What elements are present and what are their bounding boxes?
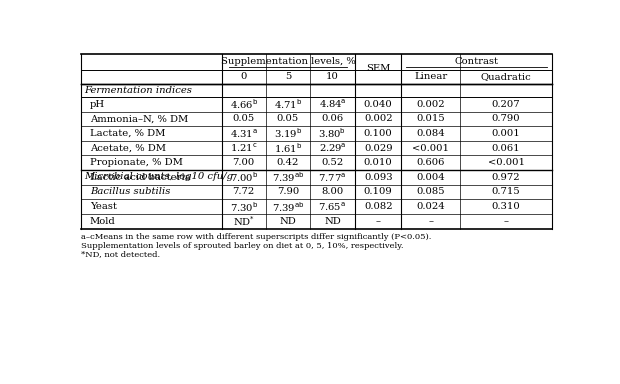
Text: 0: 0 bbox=[241, 72, 247, 81]
Text: 7.90: 7.90 bbox=[277, 187, 299, 197]
Text: a–cMeans in the same row with different superscripts differ significantly (P<0.0: a–cMeans in the same row with different … bbox=[81, 233, 431, 241]
Text: Linear: Linear bbox=[414, 72, 448, 81]
Text: 0.040: 0.040 bbox=[364, 100, 392, 109]
Text: 0.109: 0.109 bbox=[364, 187, 392, 197]
Text: 0.085: 0.085 bbox=[417, 187, 445, 197]
Text: 0.100: 0.100 bbox=[364, 129, 392, 138]
Text: Supplementation levels of sprouted barley on diet at 0, 5, 10%, respectively.: Supplementation levels of sprouted barle… bbox=[81, 242, 403, 250]
Text: 2.29$^{\mathrm{a}}$: 2.29$^{\mathrm{a}}$ bbox=[319, 142, 347, 154]
Text: 8.00: 8.00 bbox=[321, 187, 343, 197]
Text: ND: ND bbox=[280, 217, 296, 226]
Text: 0.084: 0.084 bbox=[417, 129, 445, 138]
Text: ND: ND bbox=[324, 217, 341, 226]
Text: 4.71$^{\mathrm{b}}$: 4.71$^{\mathrm{b}}$ bbox=[273, 97, 302, 111]
Text: 0.310: 0.310 bbox=[492, 202, 520, 211]
Text: 10: 10 bbox=[326, 72, 339, 81]
Text: 7.65$^{\mathrm{a}}$: 7.65$^{\mathrm{a}}$ bbox=[319, 200, 347, 213]
Text: 3.80$^{\mathrm{b}}$: 3.80$^{\mathrm{b}}$ bbox=[319, 127, 347, 141]
Text: pH: pH bbox=[90, 100, 105, 109]
Text: 4.66$^{\mathrm{b}}$: 4.66$^{\mathrm{b}}$ bbox=[229, 97, 258, 111]
Text: Propionate, % DM: Propionate, % DM bbox=[90, 158, 183, 167]
Text: Quadratic: Quadratic bbox=[480, 72, 531, 81]
Text: Microbial counts, log10 cfu/g: Microbial counts, log10 cfu/g bbox=[84, 172, 232, 181]
Text: Supplementation levels, %: Supplementation levels, % bbox=[221, 57, 356, 66]
Text: 7.72: 7.72 bbox=[232, 187, 255, 197]
Text: 0.004: 0.004 bbox=[417, 173, 445, 182]
Text: Contrast: Contrast bbox=[454, 57, 498, 66]
Text: 0.06: 0.06 bbox=[321, 114, 343, 123]
Text: 0.024: 0.024 bbox=[417, 202, 445, 211]
Text: Fermentation indices: Fermentation indices bbox=[84, 86, 192, 95]
Text: *ND, not detected.: *ND, not detected. bbox=[81, 250, 160, 258]
Text: 7.39$^{\mathrm{ab}}$: 7.39$^{\mathrm{ab}}$ bbox=[272, 200, 304, 214]
Text: 7.30$^{\mathrm{b}}$: 7.30$^{\mathrm{b}}$ bbox=[229, 200, 258, 214]
Text: ND$^{\mathrm{*}}$: ND$^{\mathrm{*}}$ bbox=[232, 214, 255, 228]
Text: 7.77$^{\mathrm{a}}$: 7.77$^{\mathrm{a}}$ bbox=[319, 171, 347, 184]
Text: 0.029: 0.029 bbox=[364, 144, 392, 152]
Text: 5: 5 bbox=[285, 72, 291, 81]
Text: 0.093: 0.093 bbox=[364, 173, 392, 182]
Text: Mold: Mold bbox=[90, 217, 116, 226]
Text: 0.606: 0.606 bbox=[417, 158, 445, 167]
Text: 0.010: 0.010 bbox=[364, 158, 392, 167]
Text: 0.790: 0.790 bbox=[492, 114, 520, 123]
Text: Acetate, % DM: Acetate, % DM bbox=[90, 144, 166, 152]
Text: –: – bbox=[503, 217, 508, 226]
Text: 0.715: 0.715 bbox=[492, 187, 520, 197]
Text: 0.002: 0.002 bbox=[364, 114, 392, 123]
Text: 0.42: 0.42 bbox=[277, 158, 299, 167]
Text: Bacillus subtilis: Bacillus subtilis bbox=[90, 187, 170, 197]
Text: 0.05: 0.05 bbox=[232, 114, 255, 123]
Text: 7.00$^{\mathrm{b}}$: 7.00$^{\mathrm{b}}$ bbox=[229, 170, 258, 184]
Text: 7.39$^{\mathrm{ab}}$: 7.39$^{\mathrm{ab}}$ bbox=[272, 170, 304, 184]
Text: 0.05: 0.05 bbox=[277, 114, 299, 123]
Text: 1.21$^{\mathrm{c}}$: 1.21$^{\mathrm{c}}$ bbox=[230, 142, 257, 154]
Text: Ammonia–N, % DM: Ammonia–N, % DM bbox=[90, 114, 188, 123]
Text: 0.001: 0.001 bbox=[492, 129, 520, 138]
Text: 0.015: 0.015 bbox=[417, 114, 445, 123]
Text: 7.00: 7.00 bbox=[232, 158, 255, 167]
Text: 0.972: 0.972 bbox=[492, 173, 520, 182]
Text: –: – bbox=[428, 217, 433, 226]
Text: <0.001: <0.001 bbox=[487, 158, 525, 167]
Text: 1.61$^{\mathrm{b}}$: 1.61$^{\mathrm{b}}$ bbox=[273, 141, 302, 155]
Text: <0.001: <0.001 bbox=[412, 144, 450, 152]
Text: 4.84$^{\mathrm{a}}$: 4.84$^{\mathrm{a}}$ bbox=[319, 98, 347, 111]
Text: 4.31$^{\mathrm{a}}$: 4.31$^{\mathrm{a}}$ bbox=[230, 127, 258, 140]
Text: 0.52: 0.52 bbox=[321, 158, 343, 167]
Text: 0.002: 0.002 bbox=[417, 100, 445, 109]
Text: 0.061: 0.061 bbox=[492, 144, 520, 152]
Text: Lactate, % DM: Lactate, % DM bbox=[90, 129, 166, 138]
Text: 0.082: 0.082 bbox=[364, 202, 392, 211]
Text: Yeast: Yeast bbox=[90, 202, 117, 211]
Text: 3.19$^{\mathrm{b}}$: 3.19$^{\mathrm{b}}$ bbox=[273, 127, 302, 141]
Text: 0.207: 0.207 bbox=[492, 100, 520, 109]
Text: –: – bbox=[376, 217, 381, 226]
Text: Lactic acid bacteria: Lactic acid bacteria bbox=[90, 173, 191, 182]
Text: SEM: SEM bbox=[366, 64, 391, 73]
